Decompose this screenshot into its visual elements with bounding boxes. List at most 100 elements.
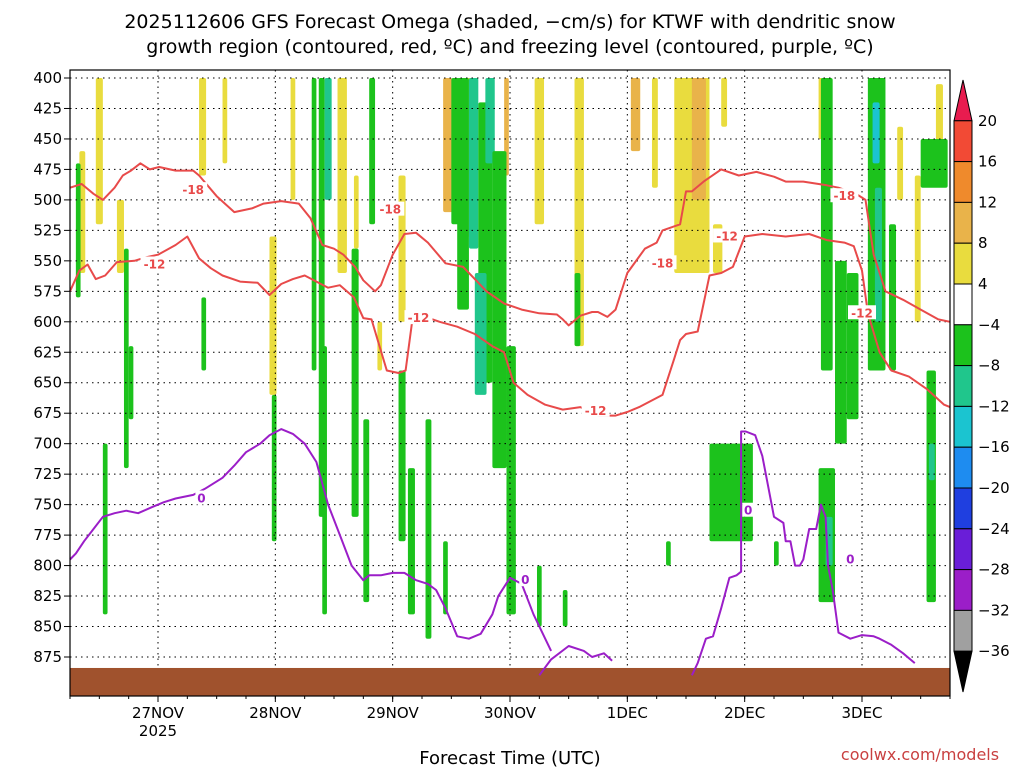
x-tick-label-4: 1DEC <box>607 704 648 722</box>
omega-patch-41 <box>407 468 415 615</box>
contour-label-bg-0-2 <box>648 255 677 270</box>
colorbar-top-arrow <box>953 79 973 122</box>
colorbar: 20 16 12 8 4 −4 −8 −12 −16 −20 −24 −28 −32 −36 <box>953 79 1010 693</box>
omega-patch-0 <box>95 78 103 225</box>
omega-patch-24 <box>897 126 904 200</box>
y-tick-label-675: 675 <box>33 404 62 422</box>
omega-patch-37 <box>351 248 359 517</box>
contour-label-0-3: -18 <box>834 189 856 203</box>
omega-patch-18 <box>651 78 658 188</box>
colorbar-bottom-arrow <box>953 650 973 693</box>
contour-label-bg-1-2 <box>581 402 610 417</box>
omega-patch-68 <box>926 370 936 603</box>
contour-label-bg-2-3 <box>844 551 857 566</box>
omega-patch-2 <box>116 199 124 274</box>
colorbar-box-7 <box>953 365 973 407</box>
colorbar-label-0: 20 <box>978 112 997 130</box>
contour-label-0-2: -18 <box>652 256 674 270</box>
x-tick-label-3: 30NOV <box>484 704 537 722</box>
colorbar-label-12: −32 <box>978 601 1010 619</box>
omega-patch-9 <box>353 175 359 249</box>
y-axis: 400 425 450 475 500 525 550 575 600 625 650 675 700 7… <box>33 69 70 666</box>
colorbar-box-13 <box>953 609 973 652</box>
contour-label-1-3: -12 <box>716 229 738 243</box>
omega-patch-47 <box>485 78 495 164</box>
contour-label-bg-1-1 <box>404 310 433 325</box>
omega-patch-31 <box>201 297 207 371</box>
x-tick-label-1: 28NOV <box>249 704 302 722</box>
contour-line-3 <box>538 645 613 676</box>
colorbar-box-4 <box>953 242 973 285</box>
omega-patch-8 <box>337 78 347 274</box>
colorbar-label-3: 8 <box>978 234 988 252</box>
y-tick-label-700: 700 <box>33 435 62 453</box>
contour-label-bg-1-0 <box>140 256 169 271</box>
contour-label-2-0: 0 <box>197 492 205 506</box>
chart-title-line-1: 2025112606 GFS Forecast Omega (shaded, −… <box>124 11 895 33</box>
contour-line-2 <box>69 428 553 652</box>
omega-patch-53 <box>562 589 568 627</box>
y-tick-label-550: 550 <box>33 252 62 270</box>
omega-patch-64 <box>872 102 880 164</box>
omega-patch-66 <box>888 224 897 371</box>
contour-label-1-0: -12 <box>144 257 166 271</box>
x-axis-label: Forecast Time (UTC) <box>419 748 600 768</box>
chart-title-line-2: growth region (contoured, red, ºC) and f… <box>146 36 873 58</box>
colorbar-label-9: −20 <box>978 479 1010 497</box>
colorbar-label-5: −4 <box>978 316 1000 334</box>
credit-text: coolwx.com/models <box>841 745 999 764</box>
y-tick-label-500: 500 <box>33 191 62 209</box>
omega-patch-26 <box>935 84 943 146</box>
omega-patch-52 <box>536 565 542 627</box>
omega-patch-12 <box>443 78 453 213</box>
contour-label-bg-0-3 <box>830 188 859 203</box>
contours: -18 -18 -18 -18 -12 -12 -12 -12 -12 0 0 0 0 <box>69 162 951 676</box>
colorbar-box-5 <box>953 283 973 326</box>
omega-patch-56 <box>709 443 753 542</box>
x-tick-label-0: 27NOV <box>132 704 185 722</box>
y-tick-label-525: 525 <box>33 221 62 239</box>
omega-patch-14 <box>504 78 509 176</box>
x-tick-label-5: 2DEC <box>724 704 765 722</box>
x-tick-label-6: 3DEC <box>841 704 882 722</box>
x-tick-sublabel-0: 2025 <box>139 722 177 740</box>
contour-label-bg-1-3 <box>713 228 742 243</box>
omega-patch-54 <box>574 273 581 347</box>
contour-line-0 <box>69 162 951 327</box>
y-tick-label-575: 575 <box>33 282 62 300</box>
omega-patch-4 <box>222 78 228 164</box>
contour-label-1-1: -12 <box>408 311 430 325</box>
omega-patch-20 <box>691 78 706 200</box>
colorbar-label-6: −8 <box>978 357 1000 375</box>
contour-label-0-1: -18 <box>379 203 401 217</box>
y-tick-label-750: 750 <box>33 496 62 514</box>
colorbar-label-11: −28 <box>978 561 1010 579</box>
x-tick-label-2: 29NOV <box>367 704 420 722</box>
colorbar-box-12 <box>953 569 973 611</box>
colorbar-label-7: −12 <box>978 397 1010 415</box>
omega-patch-42 <box>425 419 432 639</box>
omega-patch-62 <box>846 273 859 420</box>
colorbar-box-6 <box>953 324 973 367</box>
omega-patch-36 <box>322 346 327 615</box>
omega-patch-17 <box>630 78 641 152</box>
terrain <box>70 667 950 696</box>
omega-patch-11 <box>398 175 406 322</box>
y-tick-label-850: 850 <box>33 618 62 636</box>
grid-lines <box>70 70 950 696</box>
omega-patch-3 <box>199 78 207 176</box>
y-tick-label-625: 625 <box>33 343 62 361</box>
omega-patch-6 <box>290 78 296 200</box>
contour-label-2-2: 0 <box>744 504 752 518</box>
contour-label-bg-2-0 <box>195 490 208 505</box>
colorbar-label-2: 12 <box>978 193 997 211</box>
contour-line-4 <box>690 430 916 676</box>
colorbar-label-1: 16 <box>978 153 997 171</box>
omega-patch-35 <box>324 78 332 200</box>
omega-patch-5 <box>269 236 277 395</box>
colorbar-label-13: −36 <box>978 642 1010 660</box>
colorbar-box-9 <box>953 446 973 489</box>
colorbar-label-10: −24 <box>978 520 1010 538</box>
contour-label-0-0: -18 <box>182 183 204 197</box>
